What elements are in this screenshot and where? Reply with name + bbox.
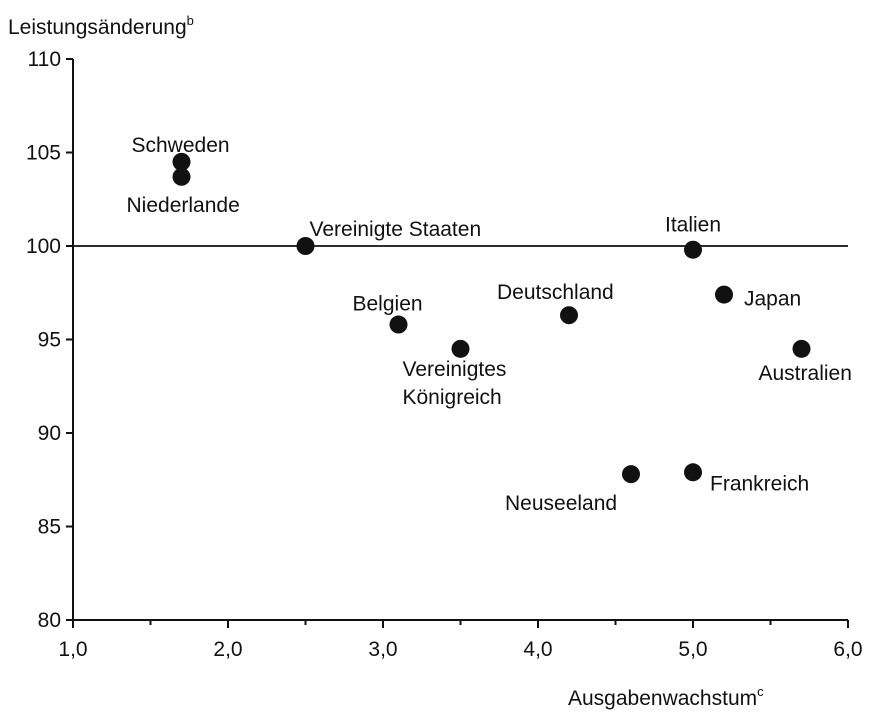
y-tick-label: 95 (38, 329, 61, 352)
point-label: Neuseeland (505, 492, 617, 515)
point-label: Vereinigtes Königreich (403, 358, 507, 409)
y-axis-label-superscript: b (187, 13, 194, 28)
y-tick-label: 90 (38, 422, 61, 445)
x-tick-label: 5,0 (678, 638, 707, 661)
x-tick-label: 6,0 (833, 638, 862, 661)
point-label-line: Schweden (132, 134, 230, 157)
point-label-line: Neuseeland (505, 492, 617, 515)
point-label: Niederlande (127, 194, 240, 217)
data-point (622, 465, 640, 484)
point-label: Japan (744, 288, 801, 311)
point-label: Deutschland (497, 281, 614, 304)
tick-labels: 80 85 90 95 100 105 110 1,0 2,0 3,0 4,0 5,0 6,0 (26, 48, 863, 661)
point-label-line: Japan (744, 288, 801, 311)
point-label-line: Australien (759, 362, 852, 385)
point-labels: Schweden Niederlande Vereinigte Staaten Ita… (127, 134, 852, 515)
point-label-line: Königreich (403, 386, 502, 409)
point-label-line: Belgien (353, 293, 423, 316)
x-tick-label: 2,0 (213, 638, 242, 661)
data-point (792, 339, 811, 358)
data-point (296, 237, 315, 255)
data-point (684, 463, 702, 482)
point-label: Italien (665, 214, 721, 237)
x-tick-label: 1,0 (58, 638, 87, 661)
point-label-line: Niederlande (127, 194, 240, 217)
data-points (172, 152, 811, 484)
axes (66, 58, 849, 628)
y-tick-label: 80 (38, 609, 61, 632)
x-tick-label: 3,0 (368, 638, 397, 661)
y-axis-label-text: Leistungsänderung (8, 16, 187, 39)
y-axis-label: Leistungsänderungb (8, 13, 194, 39)
point-label: Belgien (353, 293, 423, 316)
point-label: Frankreich (710, 472, 809, 495)
data-point (684, 240, 702, 259)
data-point (172, 167, 191, 186)
data-point (451, 339, 470, 358)
point-label-line: Italien (665, 214, 721, 237)
y-tick-label: 110 (28, 48, 61, 71)
data-point (715, 285, 733, 304)
data-point (560, 306, 578, 325)
x-axis-label: Ausgabenwachstumc (568, 684, 764, 710)
data-point (172, 152, 191, 171)
x-axis-label-text: Ausgabenwachstum (568, 687, 757, 710)
data-point (389, 315, 408, 334)
point-label-line: Vereinigtes (403, 358, 507, 381)
x-axis-label-superscript: c (757, 684, 764, 699)
point-label-line: Frankreich (710, 472, 809, 495)
point-label: Australien (759, 362, 852, 385)
y-tick-label: 85 (38, 516, 61, 539)
y-tick-label: 105 (26, 142, 61, 165)
point-label-line: Vereinigte Staaten (310, 218, 482, 241)
point-label-line: Deutschland (497, 281, 614, 304)
point-label: Schweden (132, 134, 230, 157)
x-tick-label: 4,0 (523, 638, 552, 661)
point-label: Vereinigte Staaten (310, 218, 482, 241)
y-tick-label: 100 (26, 235, 61, 258)
